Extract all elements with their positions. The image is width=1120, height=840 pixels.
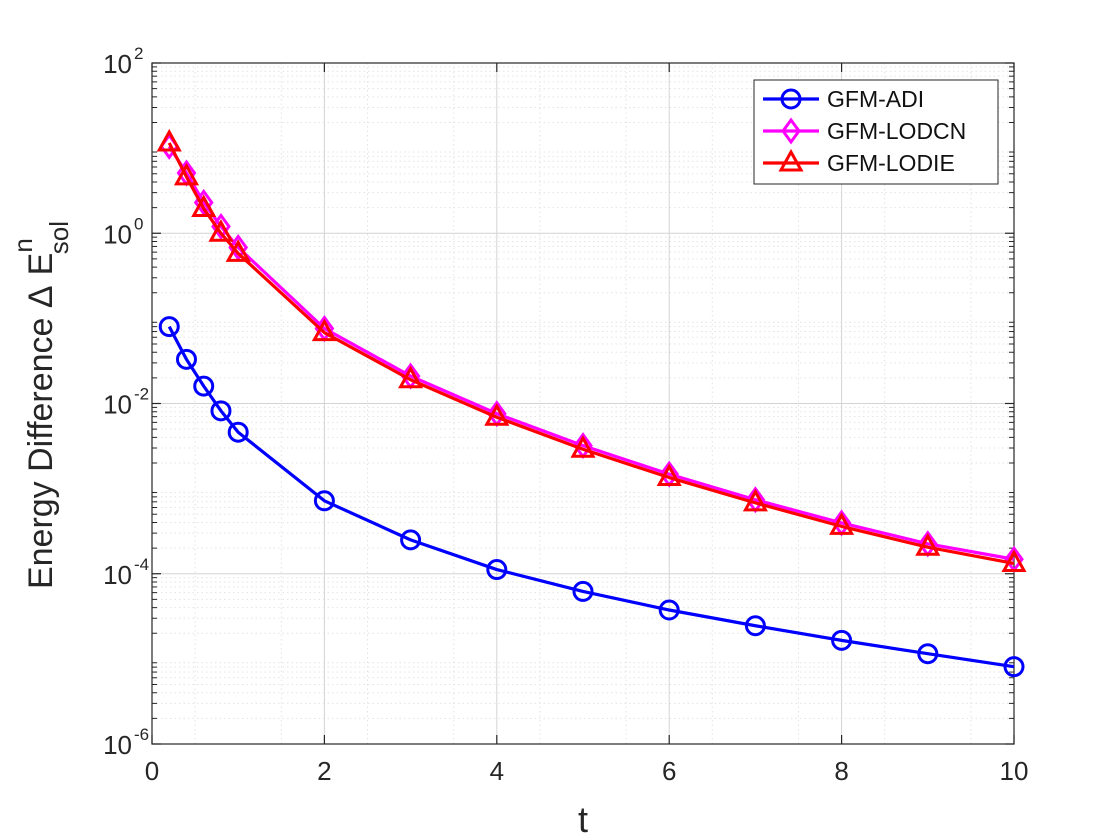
legend-item: GFM-ADI [763,86,924,112]
y-tick-base: 10 [103,730,132,760]
x-tick-label: 0 [145,756,159,786]
data-point-marker [227,421,249,443]
data-point-marker [915,533,941,556]
y-tick-label: 10 -4 [103,555,149,590]
legend-item: GFM-LODCN [763,117,966,145]
y-tick-label: 10 0 [103,214,143,249]
data-point-marker [486,559,508,581]
data-point-marker [191,194,217,218]
data-point-marker [656,463,682,487]
y-tick-label: 10 -2 [103,385,149,420]
legend-marker [781,117,801,145]
axis-ticks [151,62,1015,745]
y-tick-exponent: -4 [134,555,149,574]
series-line [167,145,1015,561]
y-axis-label-symbol: E [22,253,60,276]
data-point-marker [175,348,197,370]
data-point-marker [156,128,182,152]
y-tick-exponent: 0 [134,214,143,233]
data-point-marker [658,599,680,621]
series-line [167,142,1015,566]
y-tick-label: 10 2 [103,44,143,79]
y-tick-base: 10 [103,219,132,249]
data-point-marker [744,615,766,637]
data-point-marker [1001,549,1027,572]
x-tick-labels: 0 2 4 6 8 10 [145,756,1029,786]
y-tick-exponent: -2 [134,385,149,404]
data-point-marker [208,219,234,242]
y-tick-exponent: -6 [134,725,149,744]
data-point-marker [158,316,180,338]
y-tick-exponent: 2 [134,44,143,63]
legend-label: GFM-ADI [827,86,924,112]
data-point-marker [484,403,510,426]
y-tick-label: 10 -6 [103,725,149,760]
data-point-marker [225,239,251,262]
data-point-marker [570,435,596,458]
legend: GFM-ADI GFM-LODCN GFM-LODIE [753,79,999,185]
x-tick-label: 8 [834,756,848,786]
legend-item: GFM-LODIE [763,148,955,176]
data-point-marker [398,365,424,389]
data-point-marker [228,233,249,262]
y-axis-label: Energy Difference ΔEn sol [8,221,74,589]
legend-label: GFM-LODIE [827,150,955,176]
series-gfm-adi [158,316,1025,678]
legend-label: GFM-LODCN [827,118,966,144]
x-axis-label: t [578,799,588,840]
y-tick-base: 10 [103,560,132,590]
y-axis-label-delta: Δ [22,285,60,308]
series-line [167,325,1015,669]
data-point-marker [313,490,335,512]
data-point-marker [311,318,337,342]
y-axis-label-subscript: sol [44,221,74,254]
data-point-marker [173,162,200,186]
y-axis-label-superscript: n [8,238,38,252]
x-tick-label: 10 [1000,756,1029,786]
data-point-marker [572,580,594,602]
data-point-marker [829,512,855,535]
x-tick-label: 2 [317,756,331,786]
minor-gridlines [152,63,1014,744]
data-point-marker [400,529,422,551]
x-tick-label: 4 [490,756,504,786]
data-point-marker [210,400,232,422]
y-tick-base: 10 [103,49,132,79]
data-point-marker [831,629,853,651]
data-point-marker [917,643,939,665]
y-axis-label-prefix: Energy Difference [22,308,60,589]
data-point-marker [1003,656,1025,678]
y-axis-label-text: Energy Difference ΔEn sol [8,221,74,589]
data-point-marker [193,375,215,397]
x-tick-label: 6 [662,756,676,786]
y-tick-base: 10 [103,390,132,420]
series-gfm-lodie [156,128,1027,572]
legend-marker [780,88,802,110]
legend-entries: GFM-ADI GFM-LODCN GFM-LODIE [763,86,966,176]
series-layer [156,128,1027,678]
legend-marker [778,148,804,172]
data-point-marker [742,488,768,512]
